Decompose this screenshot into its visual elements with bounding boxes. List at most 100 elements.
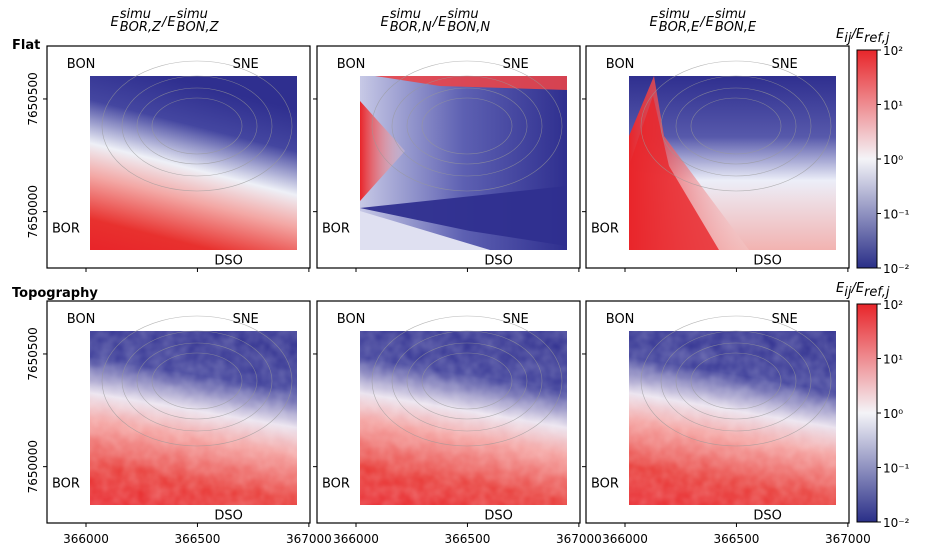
colorbar-tick-label: 10⁻² xyxy=(883,516,910,530)
title-sub: BOR,N xyxy=(390,20,432,35)
contour xyxy=(406,342,528,420)
contour xyxy=(151,352,243,410)
station-label: BON xyxy=(337,312,366,327)
colorbar-tick-label: 10⁻¹ xyxy=(883,208,910,222)
contour xyxy=(640,315,832,447)
station-label: DSO xyxy=(753,253,782,268)
y-tick-label: 7650500 xyxy=(26,327,40,380)
colorbar-label: ij xyxy=(844,285,852,300)
colorbar-tick-label: 10⁰ xyxy=(883,153,903,167)
station-label: DSO xyxy=(484,508,512,523)
heatmap-layer xyxy=(360,331,567,505)
title-symbol: E xyxy=(381,15,390,30)
title-separator: / xyxy=(699,15,706,30)
panel-frame xyxy=(46,45,311,269)
colorbar-label: E xyxy=(836,281,845,296)
station-label: BOR xyxy=(322,222,350,237)
station-label: SNE xyxy=(233,57,259,72)
colorbar-tick-label: 10⁻² xyxy=(883,262,910,276)
station-label: SNE xyxy=(233,312,259,327)
heatmap-layer xyxy=(375,76,567,90)
contour xyxy=(675,342,797,420)
x-tick-label: 366500 xyxy=(445,532,491,546)
contour xyxy=(136,87,258,165)
contour xyxy=(690,97,782,155)
colorbar-label: / xyxy=(850,281,857,296)
title-sub: BOR,Z xyxy=(120,20,162,35)
title-sup: simu xyxy=(715,7,746,22)
panel-frame xyxy=(585,300,850,524)
contour xyxy=(101,60,293,192)
colorbar-label: ij xyxy=(844,31,852,46)
heatmap-layer xyxy=(360,186,567,246)
title-symbol: E xyxy=(167,15,176,30)
panel-frame xyxy=(316,300,581,524)
title-sup: simu xyxy=(390,7,421,22)
contour xyxy=(121,330,273,432)
title-sub: BON,Z xyxy=(177,20,220,35)
station-label: BON xyxy=(67,57,96,72)
contour xyxy=(371,60,563,192)
station-label: SNE xyxy=(772,57,798,72)
station-label: BOR xyxy=(52,477,80,492)
colorbar-label: E xyxy=(856,281,865,296)
colorbar-label: E xyxy=(856,27,865,42)
x-tick-label: 366000 xyxy=(602,532,648,546)
x-tick-label: 367000 xyxy=(556,532,602,546)
contour xyxy=(660,75,812,177)
title-sup: simu xyxy=(177,7,208,22)
contour xyxy=(660,330,812,432)
title-separator: / xyxy=(161,15,168,30)
contour xyxy=(690,352,782,410)
colorbar-tick-label: 10² xyxy=(883,44,903,58)
contour xyxy=(640,60,832,192)
title-separator: / xyxy=(432,15,439,30)
row-label: Flat xyxy=(12,38,40,53)
colorbar-label: / xyxy=(850,27,857,42)
heatmap-layer xyxy=(360,101,405,201)
heatmap-layer xyxy=(90,331,297,505)
title-sup: simu xyxy=(447,7,478,22)
title-symbol: E xyxy=(111,15,120,30)
heatmap-layer xyxy=(629,96,719,250)
heatmap-layer xyxy=(360,211,490,250)
title-sub: BOR,E xyxy=(659,20,700,35)
title-sup: simu xyxy=(659,7,690,22)
title-symbol: E xyxy=(650,15,659,30)
colorbar xyxy=(856,49,878,269)
title-symbol: E xyxy=(438,15,447,30)
contour xyxy=(391,75,543,177)
contour xyxy=(391,330,543,432)
y-tick-label: 7650000 xyxy=(26,185,40,238)
station-label: BOR xyxy=(322,477,350,492)
station-label: BOR xyxy=(591,477,619,492)
contour xyxy=(151,97,243,155)
title-sub: BON,E xyxy=(715,20,757,35)
contour xyxy=(675,87,797,165)
colorbar-tick-label: 10¹ xyxy=(883,353,903,367)
colorbar-label: ref,j xyxy=(864,31,890,46)
x-tick-label: 366000 xyxy=(333,532,379,546)
station-label: BON xyxy=(67,312,96,327)
title-symbol: E xyxy=(706,15,715,30)
station-label: SNE xyxy=(772,312,798,327)
colorbar-tick-label: 10⁻¹ xyxy=(883,462,910,476)
station-label: BOR xyxy=(591,222,619,237)
row-label: Topography xyxy=(12,286,98,301)
colorbar xyxy=(856,303,878,523)
station-label: SNE xyxy=(503,57,529,72)
colorbar-label: ref,j xyxy=(864,285,890,300)
station-label: BON xyxy=(606,57,635,72)
heatmap-layer xyxy=(90,76,297,250)
colorbar-label: E xyxy=(836,27,845,42)
panel-frame xyxy=(585,45,850,269)
station-label: BON xyxy=(606,312,635,327)
x-tick-label: 366500 xyxy=(175,532,221,546)
y-tick-label: 7650500 xyxy=(26,72,40,125)
x-tick-label: 367000 xyxy=(286,532,332,546)
x-tick-label: 366500 xyxy=(714,532,760,546)
station-label: DSO xyxy=(753,508,782,523)
station-label: DSO xyxy=(214,508,243,523)
colorbar-tick-label: 10² xyxy=(883,298,903,312)
